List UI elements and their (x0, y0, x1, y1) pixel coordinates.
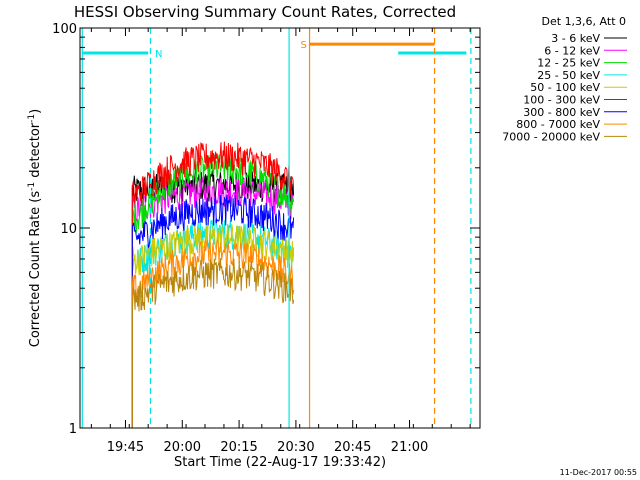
chart-title: HESSI Observing Summary Count Rates, Cor… (74, 3, 456, 21)
y-tick-label: 100 (52, 22, 77, 37)
x-axis-label: Start Time (22-Aug-17 19:33:42) (174, 455, 386, 470)
x-tick-label: 20:15 (220, 440, 257, 455)
x-tick-label: 20:45 (334, 440, 371, 455)
legend-label: 6 - 12 keV (544, 44, 600, 57)
legend-label: 3 - 6 keV (551, 32, 600, 45)
legend-label: 50 - 100 keV (530, 81, 600, 94)
footer-date: 11-Dec-2017 00:55 (560, 468, 637, 477)
x-tick-label: 20:30 (277, 440, 314, 455)
legend-title: Det 1,3,6, Att 0 (542, 15, 626, 28)
x-axis: 19:45 20:00 20:15 20:30 20:45 21:00 (90, 28, 471, 455)
series-line-7 (131, 194, 295, 428)
series-line-5 (131, 222, 295, 428)
y-axis: 1 10 100 (52, 22, 480, 437)
series-line-9 (131, 258, 295, 428)
marker-label-N: N (155, 49, 162, 60)
x-tick-label: 20:00 (164, 440, 201, 455)
legend-label: 100 - 300 keV (523, 94, 600, 107)
legend-label: 800 - 7000 keV (516, 118, 600, 131)
y-axis-label: Corrected Count Rate (s-1 detector-1) (27, 109, 43, 347)
plot-area (131, 141, 295, 428)
y-tick-label: 1 (69, 422, 77, 437)
x-tick-label: 19:45 (107, 440, 144, 455)
series-line-8 (131, 239, 295, 428)
series-line-6 (131, 141, 295, 428)
legend-label: 300 - 800 keV (523, 106, 600, 119)
marker-label-S: S (300, 40, 306, 51)
x-tick-label: 21:00 (391, 440, 428, 455)
legend-label: 25 - 50 keV (537, 69, 600, 82)
legend-label: 12 - 25 keV (537, 57, 600, 70)
y-tick-label: 10 (60, 222, 77, 237)
legend-label: 7000 - 20000 keV (502, 130, 600, 143)
series-line-3 (131, 153, 295, 428)
